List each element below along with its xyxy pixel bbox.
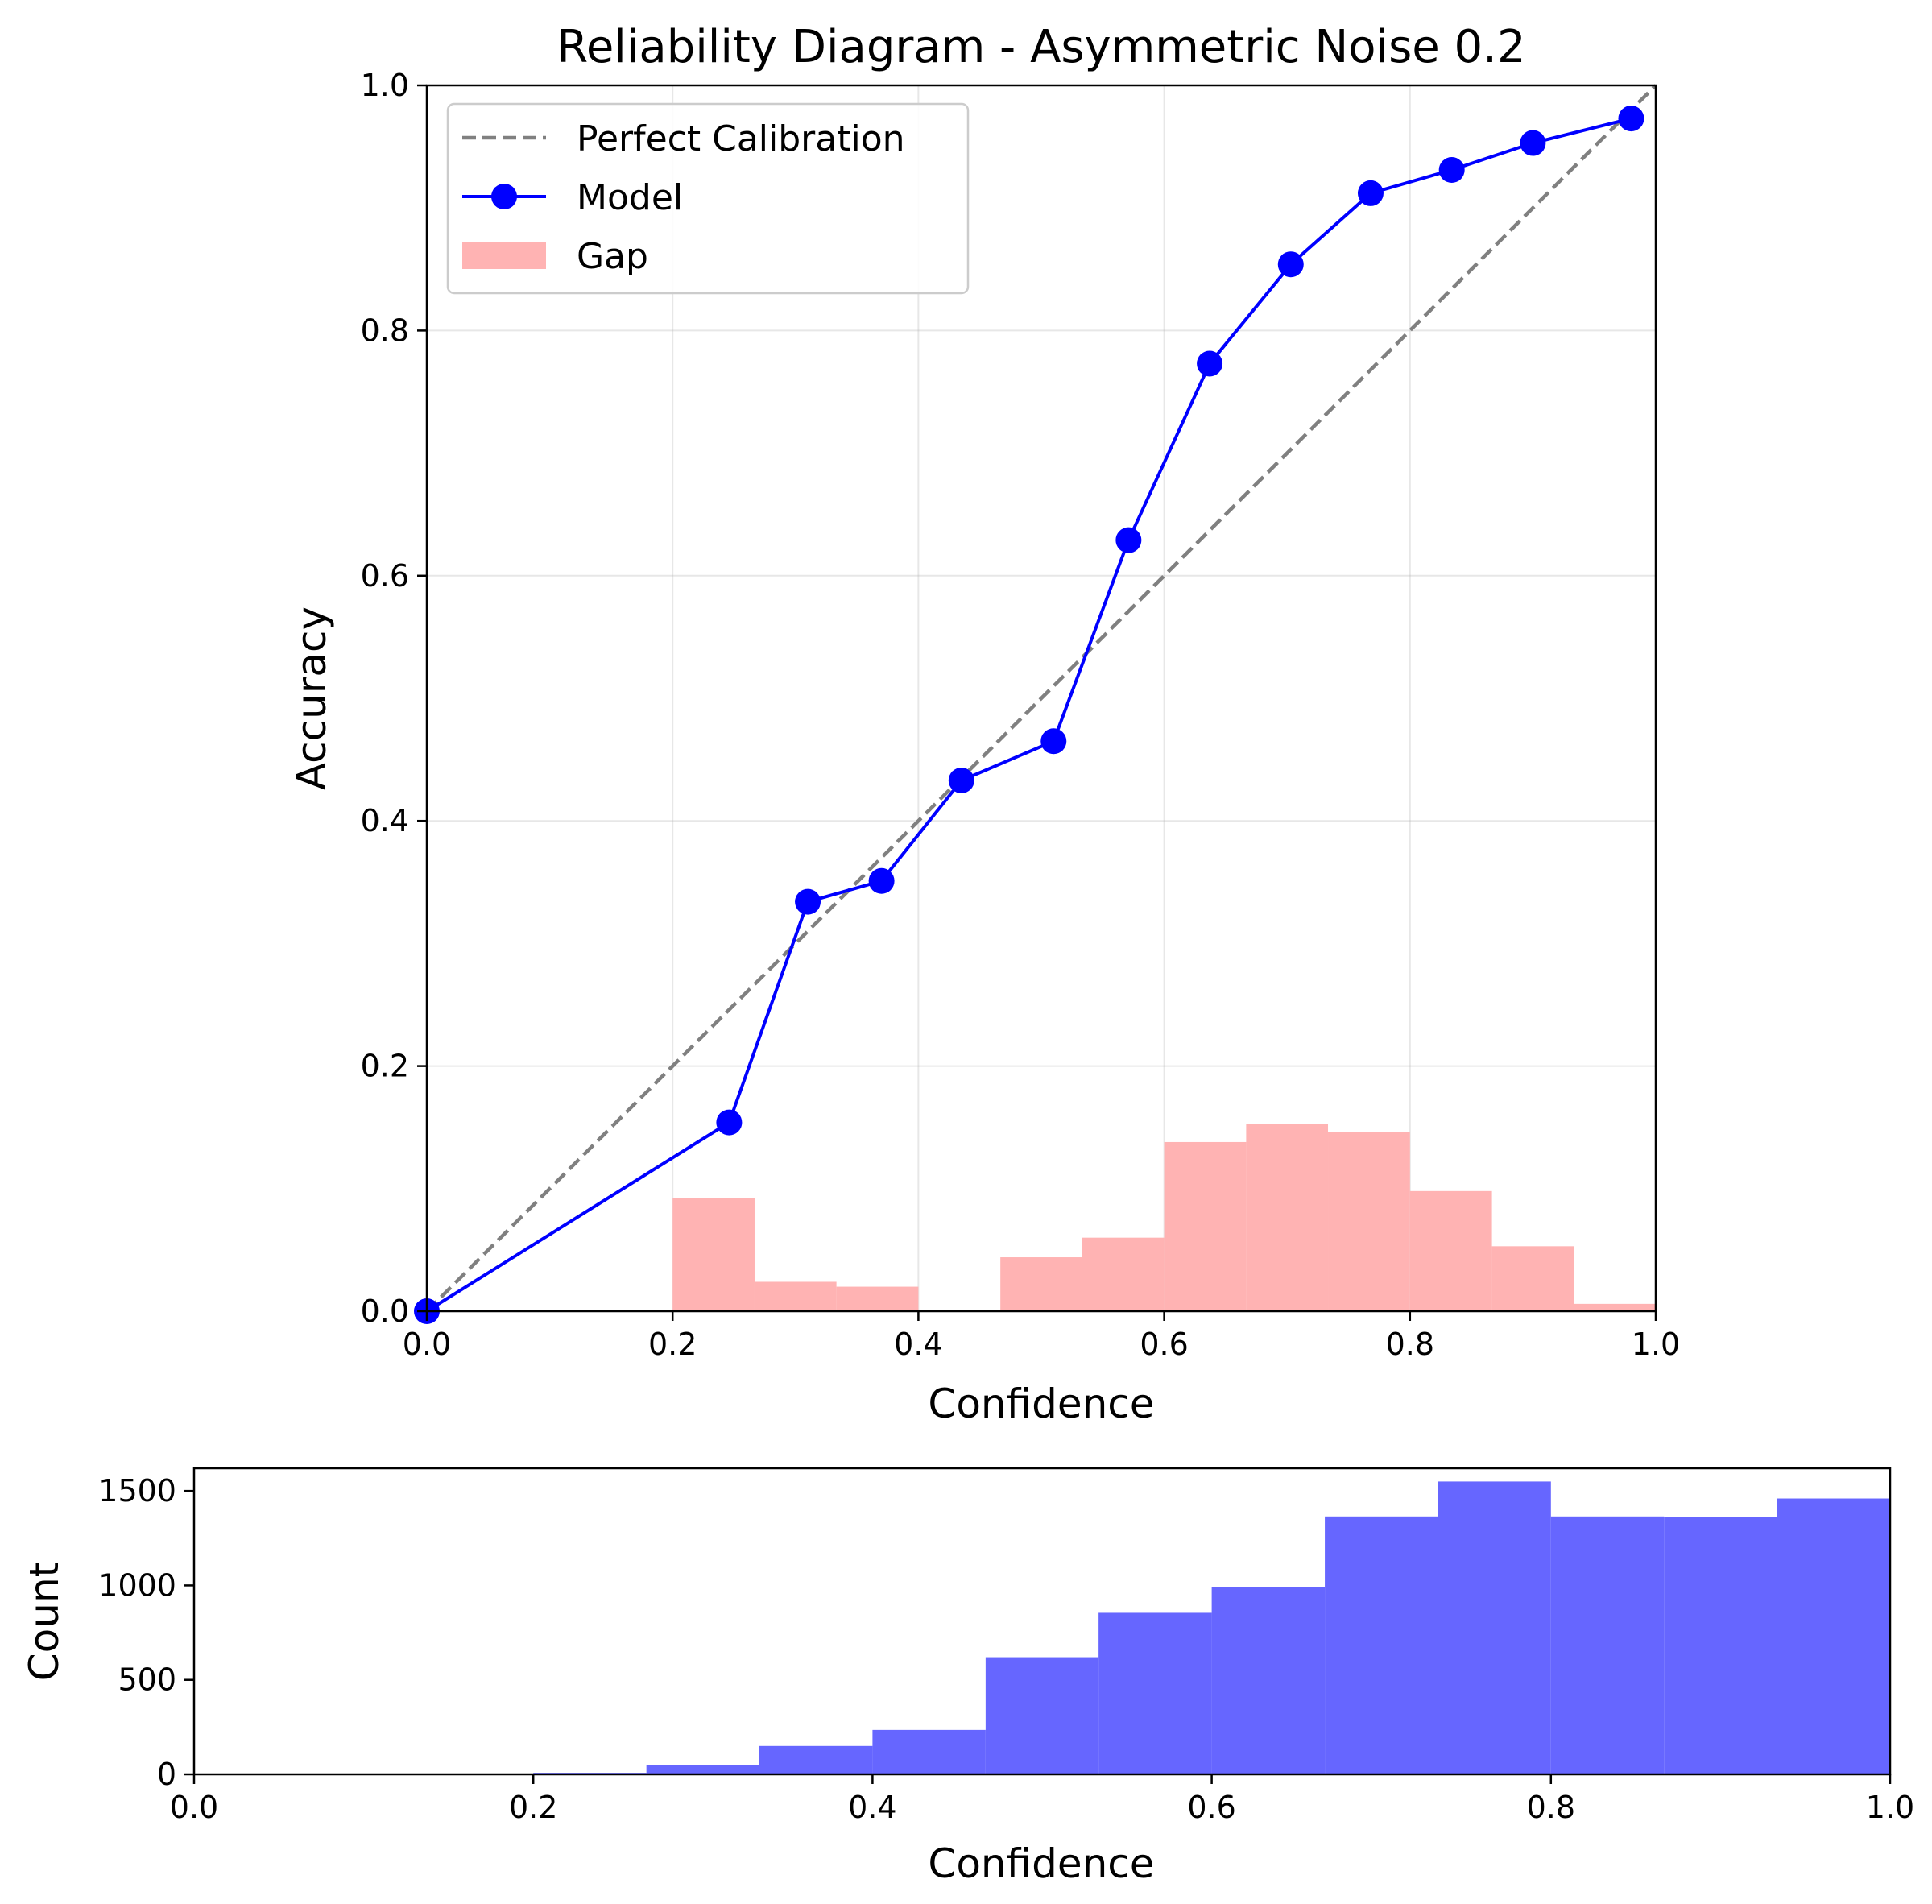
gap-bar — [1574, 1303, 1656, 1311]
gap-bar — [754, 1281, 837, 1311]
model-point — [795, 888, 821, 915]
histogram-bar — [1325, 1516, 1438, 1774]
y-tick-label: 1500 — [98, 1473, 176, 1509]
y-tick-label: 0.4 — [361, 803, 409, 838]
reliability-plot-frame — [425, 84, 1657, 1313]
histogram-bar — [1550, 1516, 1665, 1774]
model-point — [1040, 728, 1067, 755]
x-tick-label: 0.4 — [848, 1790, 896, 1825]
model-point — [716, 1109, 743, 1136]
x-tick-label: 0.6 — [1187, 1790, 1235, 1825]
gap-bar — [1328, 1132, 1410, 1311]
y-tick-label: 1000 — [98, 1567, 176, 1603]
y-tick-label: 1.0 — [361, 68, 409, 103]
histogram-bar — [1098, 1612, 1212, 1774]
model-point — [868, 867, 895, 894]
y-tick-label: 0.0 — [361, 1293, 409, 1329]
y-tick-label: 0.8 — [361, 313, 409, 348]
x-tick-label: 0.2 — [648, 1327, 697, 1362]
histogram-plot-frame — [192, 1467, 1892, 1776]
model-point — [1438, 157, 1465, 184]
legend-perfect-calibration-label: Perfect Calibration — [577, 118, 905, 159]
gap-bar — [1246, 1124, 1329, 1311]
gap-bar — [1491, 1246, 1574, 1311]
model-point — [1115, 527, 1142, 553]
gap-bar — [836, 1286, 919, 1311]
histogram-x-axis-label: Confidence — [928, 1840, 1154, 1887]
perfect-calibration-line — [425, 84, 1657, 1313]
histogram-bar — [1211, 1587, 1326, 1774]
x-tick-label: 0.0 — [170, 1790, 218, 1825]
legend-model-label: Model — [577, 177, 683, 218]
gap-bars — [672, 1124, 1656, 1311]
gap-bar — [672, 1198, 755, 1311]
histogram-bar — [1664, 1517, 1777, 1774]
histogram-bar — [1777, 1498, 1890, 1774]
x-tick-label: 0.2 — [509, 1790, 557, 1825]
x-tick-label: 0.6 — [1140, 1327, 1188, 1362]
gap-bar — [1000, 1257, 1082, 1311]
histogram-bar — [872, 1729, 986, 1774]
x-tick-label: 1.0 — [1632, 1327, 1680, 1362]
legend: Perfect Calibration Model Gap — [446, 102, 970, 295]
x-tick-label: 0.8 — [1386, 1327, 1434, 1362]
x-tick-label: 1.0 — [1866, 1790, 1914, 1825]
legend-gap-label: Gap — [577, 236, 648, 277]
reliability-chart: 0.0 0.2 0.4 0.6 0.8 1.0 0.0 0.2 0.4 0.6 0.8 1.0 Re… — [288, 21, 1680, 1427]
y-tick-label: 0.2 — [361, 1049, 409, 1084]
model-point — [1357, 180, 1384, 206]
model-point — [1197, 350, 1223, 377]
chart-title: Reliability Diagram - Asymmetric Noise 0… — [556, 21, 1525, 73]
model-point — [1618, 106, 1644, 132]
histogram-x-ticks: 0.0 0.2 0.4 0.6 0.8 1.0 — [170, 1774, 1914, 1825]
reliability-x-ticks: 0.0 0.2 0.4 0.6 0.8 1.0 — [403, 1311, 1680, 1362]
reliability-y-axis-label: Accuracy — [288, 606, 335, 790]
model-points — [414, 106, 1644, 1324]
legend-gap-swatch — [462, 242, 546, 269]
reliability-x-axis-label: Confidence — [928, 1380, 1154, 1427]
model-point — [1277, 251, 1304, 278]
y-tick-label: 500 — [118, 1662, 176, 1698]
y-tick-label: 0 — [157, 1757, 176, 1792]
histogram-bars — [533, 1481, 1890, 1774]
histogram-y-axis-label: Count — [21, 1562, 68, 1682]
gap-bar — [1082, 1237, 1165, 1311]
count-histogram-chart: 0.0 0.2 0.4 0.6 0.8 1.0 0 500 1000 1500 Confiden… — [21, 1467, 1914, 1887]
gap-bar — [1409, 1190, 1492, 1311]
gap-bar — [1164, 1141, 1247, 1311]
histogram-bar — [985, 1657, 1099, 1774]
histogram-bar — [1438, 1481, 1551, 1774]
y-tick-label: 0.6 — [361, 558, 409, 594]
x-tick-label: 0.4 — [894, 1327, 942, 1362]
legend-box — [446, 102, 970, 295]
histogram-bar — [759, 1745, 873, 1774]
model-point — [1520, 130, 1546, 156]
histogram-bar — [646, 1765, 759, 1774]
legend-model-swatch-marker — [491, 184, 517, 209]
x-tick-label: 0.8 — [1527, 1790, 1575, 1825]
model-point — [948, 767, 974, 793]
x-tick-label: 0.0 — [403, 1327, 451, 1362]
histogram-y-ticks: 0 500 1000 1500 — [98, 1473, 194, 1792]
reliability-y-ticks: 0.0 0.2 0.4 0.6 0.8 1.0 — [361, 68, 427, 1329]
